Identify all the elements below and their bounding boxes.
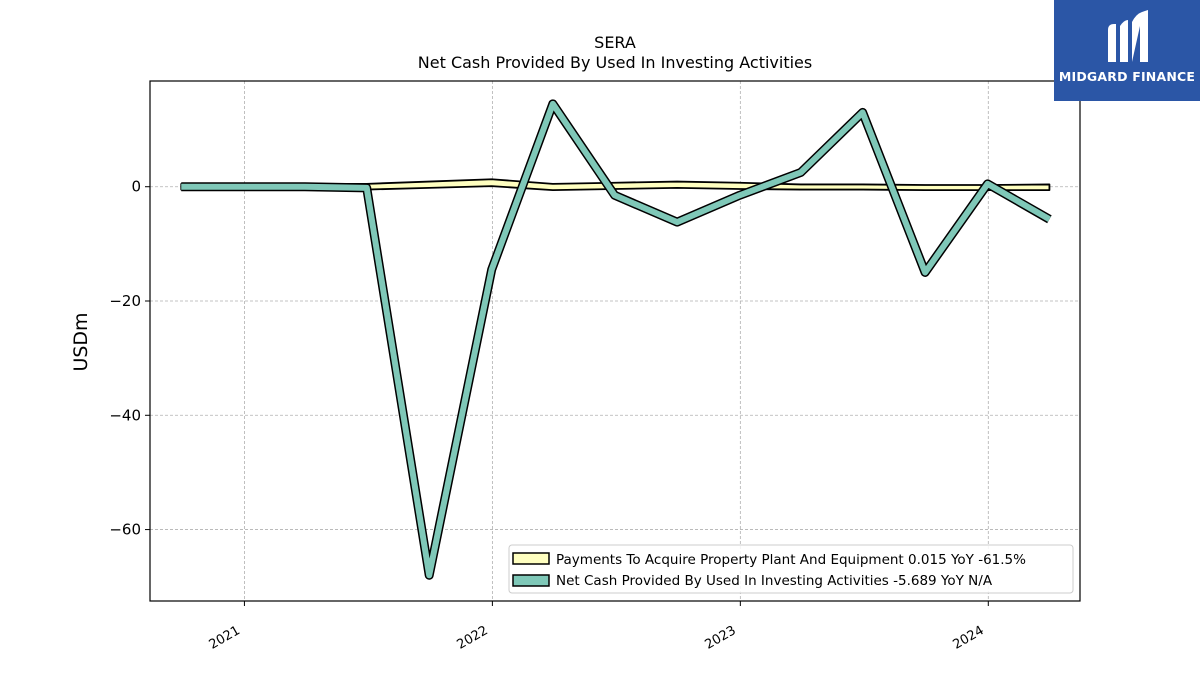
y-tick-label: 0	[131, 178, 141, 196]
series-layer	[180, 99, 1052, 580]
x-tick-label: 2023	[703, 623, 739, 653]
legend: Payments To Acquire Property Plant And E…	[508, 544, 1074, 594]
x-tick-label: 2022	[455, 623, 491, 653]
x-tick-label: 2024	[950, 623, 986, 653]
y-tick-label: −20	[109, 292, 141, 310]
legend-label-capex: Payments To Acquire Property Plant And E…	[556, 552, 1026, 568]
legend-swatch-capex	[512, 552, 550, 565]
series-band-capex	[180, 178, 1051, 192]
series-line-net-investing	[181, 100, 1051, 579]
chart-title: SERA	[594, 33, 636, 52]
x-tick-label: 2021	[207, 623, 243, 653]
legend-box	[508, 544, 1074, 594]
legend-swatch-net-investing	[512, 574, 550, 587]
series-line-outline-net-investing	[181, 99, 1052, 580]
legend-label-net-investing: Net Cash Provided By Used In Investing A…	[556, 573, 993, 589]
brand-name: MIDGARD FINANCE	[1058, 69, 1196, 84]
y-tick-label: −40	[109, 406, 141, 424]
y-tick-label: −60	[109, 521, 141, 539]
chart-subtitle: Net Cash Provided By Used In Investing A…	[418, 53, 812, 72]
y-axis-label: USDm	[70, 312, 92, 371]
plot-frame	[149, 80, 1081, 602]
grid	[150, 81, 1080, 601]
brand-mark-icon	[1108, 10, 1148, 62]
brand-logo: MIDGARD FINANCE	[1054, 0, 1200, 101]
